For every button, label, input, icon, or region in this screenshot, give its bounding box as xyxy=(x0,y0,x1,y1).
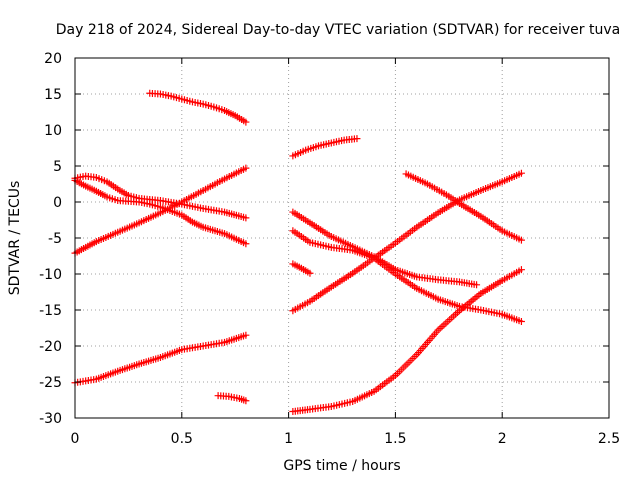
series-track-9 xyxy=(289,227,525,326)
data-point xyxy=(473,281,481,289)
data-point xyxy=(242,118,250,126)
y-tick-label: 0 xyxy=(53,195,62,211)
data-point xyxy=(517,266,525,274)
data-point xyxy=(242,214,250,222)
grid xyxy=(75,58,609,418)
y-tick-label: -25 xyxy=(39,375,62,391)
series-track-5 xyxy=(71,331,250,387)
y-tick-label: -10 xyxy=(39,267,62,283)
series-track-6 xyxy=(214,392,250,405)
data-point xyxy=(517,236,525,244)
data-point xyxy=(517,318,525,326)
x-tick-label: 0.5 xyxy=(171,431,193,447)
series-track-4 xyxy=(71,176,250,248)
chart-title: Day 218 of 2024, Sidereal Day-to-day VTE… xyxy=(56,22,620,38)
series-track-12 xyxy=(402,170,525,244)
data-point xyxy=(242,164,250,172)
series-track-1 xyxy=(146,89,250,126)
y-tick-label: 5 xyxy=(53,159,62,175)
series-track-7 xyxy=(289,135,361,160)
x-tick-label: 2 xyxy=(498,431,507,447)
series-track-10 xyxy=(289,260,314,277)
x-tick-label: 1.5 xyxy=(384,431,406,447)
data-point xyxy=(353,135,361,143)
data-point xyxy=(242,240,250,248)
y-tick-label: -20 xyxy=(39,339,62,355)
x-tick-label: 1 xyxy=(284,431,293,447)
axis-ticks: 0 0.5 1 1.5 2 2.5 -30 -25 -20 -15 -10 -5 0 5 10 15 20 xyxy=(39,51,620,447)
data-point xyxy=(517,169,525,177)
y-tick-label: 20 xyxy=(44,51,62,67)
x-tick-label: 0 xyxy=(71,431,80,447)
y-tick-label: -5 xyxy=(48,231,62,247)
y-tick-label: -30 xyxy=(39,411,62,427)
x-axis-label: GPS time / hours xyxy=(283,458,400,474)
x-tick-label: 2.5 xyxy=(598,431,620,447)
y-tick-label: -15 xyxy=(39,303,62,319)
data-point xyxy=(306,269,314,277)
data-marks xyxy=(71,89,525,416)
series-track-3 xyxy=(71,172,250,222)
y-axis-label: SDTVAR / TECUs xyxy=(7,181,23,296)
series-track-13 xyxy=(289,266,525,416)
data-point xyxy=(242,331,250,339)
series-track-11 xyxy=(289,169,525,315)
y-tick-label: 15 xyxy=(44,87,62,103)
y-tick-label: 10 xyxy=(44,123,62,139)
data-point xyxy=(242,397,250,405)
